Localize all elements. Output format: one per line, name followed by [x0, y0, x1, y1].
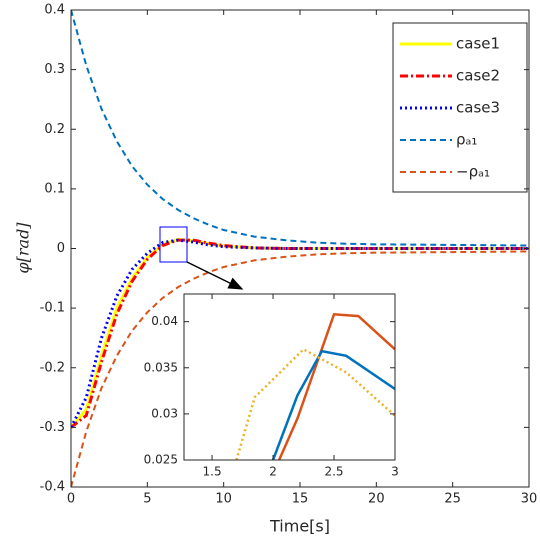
series-line	[271, 349, 395, 460]
inset-frame	[183, 293, 396, 461]
series-line	[277, 312, 395, 460]
legend-label: case1	[456, 35, 500, 53]
y-tick-label: 0.1	[44, 181, 65, 196]
y-tick-label: -0.2	[40, 360, 65, 375]
x-tick-label: 20	[368, 492, 385, 507]
x-tick-label: 30	[521, 492, 538, 507]
series-line	[71, 238, 529, 429]
y-tick-label: 0.04	[151, 314, 178, 328]
y-tick-label: 0.2	[44, 122, 65, 137]
x-tick-label: 1.5	[203, 465, 222, 479]
x-tick-label: 5	[143, 492, 151, 507]
series-line	[71, 250, 529, 487]
x-tick-label: 3	[391, 465, 399, 479]
legend-label: case2	[456, 67, 500, 85]
y-axis-label: φ[rad]	[14, 222, 33, 274]
y-tick-label: 0	[57, 241, 65, 256]
x-tick-label: 0	[67, 492, 75, 507]
x-tick-label: 15	[292, 492, 309, 507]
y-tick-label: 0.025	[144, 453, 178, 467]
y-tick-label: 0.3	[44, 62, 65, 77]
y-tick-label: 0.03	[151, 406, 178, 420]
series-line	[71, 238, 529, 429]
zoom-box	[159, 226, 188, 263]
y-tick-label: 0.4	[44, 3, 65, 18]
legend-label: case3	[456, 99, 500, 117]
x-tick-label: 2.5	[324, 465, 343, 479]
x-tick-label: 2	[269, 465, 277, 479]
zoom-arrow	[186, 261, 244, 290]
inset-area	[184, 294, 395, 460]
y-tick-label: 0.035	[144, 360, 178, 374]
x-tick-label: 25	[444, 492, 461, 507]
legend-label: ρₐ₁	[456, 131, 477, 149]
y-tick-label: -0.3	[40, 420, 65, 435]
series-line	[71, 10, 529, 247]
y-tick-label: -0.4	[40, 480, 65, 495]
y-tick-label: -0.1	[40, 301, 65, 316]
legend-label: −ρₐ₁	[456, 163, 490, 181]
x-axis-label: Time[s]	[269, 517, 330, 536]
x-tick-label: 10	[215, 492, 232, 507]
